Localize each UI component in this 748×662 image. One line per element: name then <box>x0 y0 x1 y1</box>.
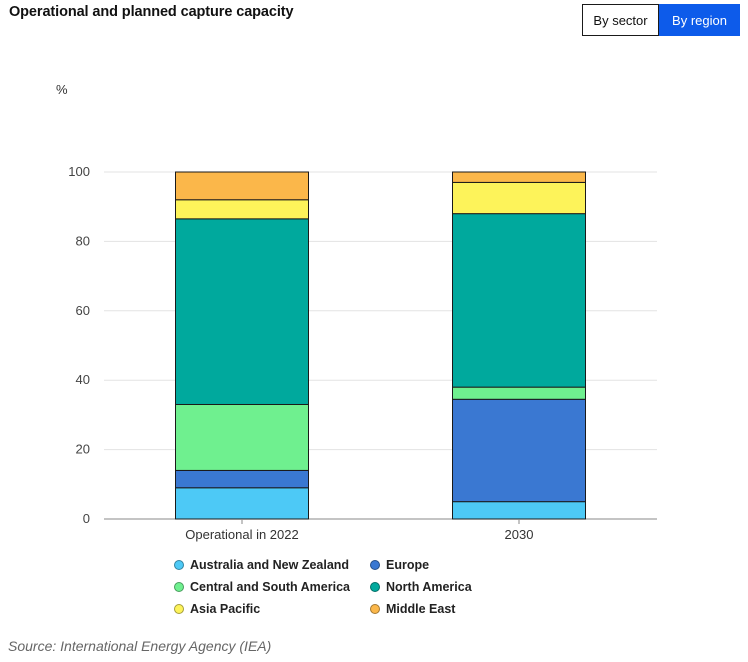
y-tick-label: 40 <box>76 372 90 387</box>
legend-label: Australia and New Zealand <box>190 557 350 572</box>
legend-swatch <box>370 581 380 592</box>
bar-segment-asia-pacific <box>175 199 309 220</box>
legend-swatch <box>174 603 184 614</box>
bar-segment-europe <box>452 398 586 503</box>
bar-segment-middle-east <box>175 171 309 201</box>
legend-swatch <box>174 581 184 592</box>
bar-segment-central-and-south-america <box>175 403 309 471</box>
legend-swatch <box>174 559 184 570</box>
legend-item: Middle East <box>370 600 530 617</box>
bar-segment-australia-and-new-zealand <box>175 487 309 520</box>
bar-segment-asia-pacific <box>452 181 586 215</box>
legend-swatch <box>370 559 380 570</box>
legend-swatch <box>370 603 380 614</box>
y-axis-unit-label: % <box>56 82 68 97</box>
stacked-bar-chart: 0 20 40 60 80 100 Operational in 2022 2030 <box>68 164 657 542</box>
legend-label: Asia Pacific <box>190 601 261 616</box>
legend-label: North America <box>386 579 472 594</box>
view-toggle: By sector By region <box>582 4 740 36</box>
bar-segment-north-america <box>452 213 586 388</box>
legend-label: Central and South America <box>190 579 350 594</box>
x-tick-label: 2030 <box>505 527 534 542</box>
bar-segment-australia-and-new-zealand <box>452 501 586 520</box>
bar-segment-central-and-south-america <box>452 386 586 400</box>
bar-segment-europe <box>175 469 309 489</box>
y-tick-label: 0 <box>83 511 90 526</box>
chart-legend: Australia and New Zealand Europe Central a… <box>174 556 530 617</box>
legend-label: Europe <box>386 557 430 572</box>
x-tick-label: Operational in 2022 <box>185 527 298 542</box>
bar-segment-north-america <box>175 218 309 405</box>
bar-segment-middle-east <box>452 171 586 183</box>
by-sector-button[interactable]: By sector <box>582 4 659 36</box>
legend-item: Australia and New Zealand <box>174 556 370 573</box>
source-note: Source: International Energy Agency (IEA… <box>8 638 272 654</box>
chart-title: Operational and planned capture capacity <box>9 4 294 20</box>
legend-item: Europe <box>370 556 530 573</box>
y-tick-label: 60 <box>76 303 90 318</box>
legend-label: Middle East <box>386 601 456 616</box>
y-tick-label: 20 <box>76 442 90 457</box>
y-tick-label: 80 <box>76 233 90 248</box>
legend-item: Central and South America <box>174 578 370 595</box>
y-tick-label: 100 <box>68 164 90 179</box>
by-region-button[interactable]: By region <box>659 4 740 36</box>
legend-item: Asia Pacific <box>174 600 370 617</box>
legend-item: North America <box>370 578 530 595</box>
